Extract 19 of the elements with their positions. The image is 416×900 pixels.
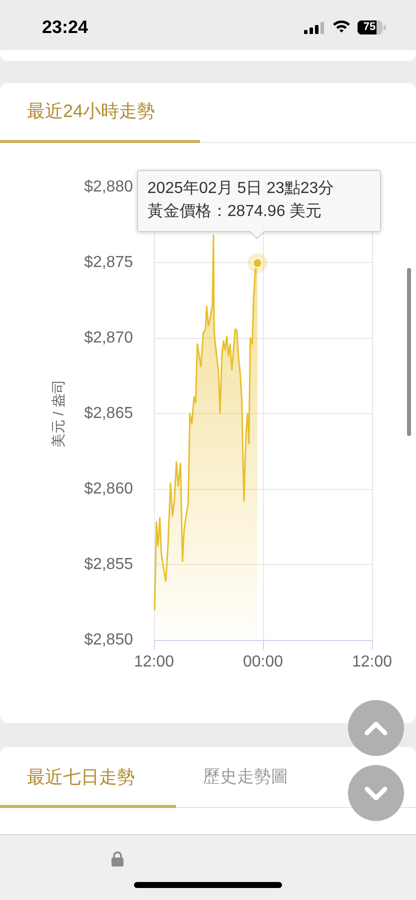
annotation: 黃金價格：2874.96 美元 bbox=[147, 202, 322, 222]
annotation: 2025年02月 5日 23點23分 bbox=[147, 179, 334, 200]
y-tick-label: $2,850 bbox=[84, 632, 134, 648]
y-tick-label: $2,870 bbox=[84, 330, 134, 346]
text: 23:24 bbox=[42, 16, 88, 38]
x-tick-label: 12:00 bbox=[352, 654, 392, 670]
y-axis-title: 美元 / 盎司 bbox=[50, 380, 66, 448]
tooltip-box: 2025年02月 5日 23點23分 黃金價格：2874.96 美元 bbox=[137, 170, 382, 232]
text: 歷史走勢圖 bbox=[203, 766, 288, 788]
x-tick-label: 00:00 bbox=[242, 654, 284, 670]
y-tick-label: $2,875 bbox=[84, 254, 134, 271]
y-tick-label: $2,865 bbox=[84, 405, 134, 422]
y-tick-label: $2,855 bbox=[84, 556, 134, 573]
x-tick-label: 12:00 bbox=[134, 654, 174, 670]
text: 最近七日走勢 bbox=[27, 766, 135, 789]
text: 75 bbox=[359, 21, 380, 34]
chart-title: 最近24小時走勢 bbox=[27, 100, 156, 123]
y-tick-label: $2,860 bbox=[84, 480, 134, 498]
y-tick-label: $2,880 bbox=[84, 178, 134, 196]
